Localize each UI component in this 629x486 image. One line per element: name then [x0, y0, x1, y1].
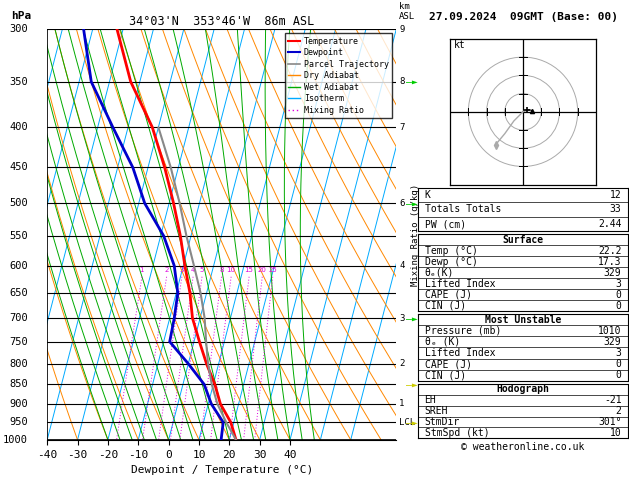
Text: –►: –► — [406, 380, 418, 389]
Text: © weatheronline.co.uk: © weatheronline.co.uk — [461, 442, 585, 452]
Text: 27.09.2024  09GMT (Base: 00): 27.09.2024 09GMT (Base: 00) — [428, 12, 618, 22]
Text: hPa: hPa — [11, 11, 31, 21]
Text: 0: 0 — [616, 359, 621, 369]
Text: 10: 10 — [610, 428, 621, 438]
Text: 450: 450 — [9, 162, 28, 173]
Text: 900: 900 — [9, 399, 28, 409]
Text: θₑ(K): θₑ(K) — [425, 268, 454, 278]
Text: 3: 3 — [616, 348, 621, 358]
Text: Hodograph: Hodograph — [496, 384, 550, 394]
Text: kt: kt — [454, 40, 465, 50]
Text: 2: 2 — [399, 359, 404, 368]
Text: 12: 12 — [610, 190, 621, 200]
Title: 34°03'N  353°46'W  86m ASL: 34°03'N 353°46'W 86m ASL — [129, 15, 314, 28]
Text: 20: 20 — [258, 267, 267, 273]
Text: Pressure (mb): Pressure (mb) — [425, 326, 501, 336]
Text: 3: 3 — [616, 278, 621, 289]
Text: 10: 10 — [226, 267, 236, 273]
Text: 1010: 1010 — [598, 326, 621, 336]
Text: 600: 600 — [9, 260, 28, 271]
Text: Lifted Index: Lifted Index — [425, 278, 495, 289]
Text: –►: –► — [406, 417, 418, 427]
Text: 650: 650 — [9, 288, 28, 298]
Text: 25: 25 — [269, 267, 277, 273]
Text: 9: 9 — [399, 25, 404, 34]
Text: -21: -21 — [604, 395, 621, 405]
Text: CIN (J): CIN (J) — [425, 370, 465, 381]
Text: 1000: 1000 — [3, 435, 28, 445]
Text: 6: 6 — [399, 199, 404, 208]
Text: 3: 3 — [180, 267, 184, 273]
Text: EH: EH — [425, 395, 437, 405]
Text: 550: 550 — [9, 231, 28, 241]
Text: CAPE (J): CAPE (J) — [425, 359, 472, 369]
Text: 0: 0 — [616, 370, 621, 381]
Text: CIN (J): CIN (J) — [425, 300, 465, 311]
Legend: Temperature, Dewpoint, Parcel Trajectory, Dry Adiabat, Wet Adiabat, Isotherm, Mi: Temperature, Dewpoint, Parcel Trajectory… — [284, 34, 392, 118]
Text: Surface: Surface — [503, 235, 543, 245]
Text: K: K — [425, 190, 430, 200]
Text: LCL: LCL — [399, 418, 415, 427]
Text: 15: 15 — [245, 267, 253, 273]
Text: –►: –► — [406, 77, 418, 87]
Text: 4: 4 — [399, 261, 404, 270]
Text: StmSpd (kt): StmSpd (kt) — [425, 428, 489, 438]
Text: –►: –► — [406, 198, 418, 208]
Text: 2: 2 — [616, 406, 621, 416]
Text: 0: 0 — [616, 300, 621, 311]
Text: 17.3: 17.3 — [598, 257, 621, 267]
Text: 1: 1 — [399, 399, 404, 408]
Text: Totals Totals: Totals Totals — [425, 205, 501, 214]
Text: 8: 8 — [399, 77, 404, 86]
Text: 3: 3 — [399, 313, 404, 323]
Text: Lifted Index: Lifted Index — [425, 348, 495, 358]
Text: 22.2: 22.2 — [598, 246, 621, 256]
Text: 4: 4 — [191, 267, 195, 273]
Text: Mixing Ratio (g/kg): Mixing Ratio (g/kg) — [411, 183, 420, 286]
Text: 301°: 301° — [598, 417, 621, 427]
Text: Temp (°C): Temp (°C) — [425, 246, 477, 256]
Text: Most Unstable: Most Unstable — [485, 314, 561, 325]
Text: 350: 350 — [9, 77, 28, 87]
Text: 850: 850 — [9, 380, 28, 389]
Text: 800: 800 — [9, 359, 28, 369]
Text: 500: 500 — [9, 198, 28, 208]
Text: PW (cm): PW (cm) — [425, 219, 465, 229]
Text: 0: 0 — [616, 290, 621, 299]
Text: km
ASL: km ASL — [399, 2, 415, 21]
X-axis label: Dewpoint / Temperature (°C): Dewpoint / Temperature (°C) — [131, 465, 313, 475]
Text: 2.44: 2.44 — [598, 219, 621, 229]
Text: 1: 1 — [140, 267, 144, 273]
Text: 7: 7 — [399, 123, 404, 132]
Text: 8: 8 — [220, 267, 224, 273]
Text: Dewp (°C): Dewp (°C) — [425, 257, 477, 267]
Text: –►: –► — [406, 313, 418, 323]
Text: 2: 2 — [164, 267, 169, 273]
Text: 950: 950 — [9, 417, 28, 427]
Text: θₑ (K): θₑ (K) — [425, 337, 460, 347]
Text: CAPE (J): CAPE (J) — [425, 290, 472, 299]
Text: 329: 329 — [604, 268, 621, 278]
Text: 400: 400 — [9, 122, 28, 132]
Text: 750: 750 — [9, 337, 28, 347]
Text: 300: 300 — [9, 24, 28, 34]
Text: 329: 329 — [604, 337, 621, 347]
Text: 700: 700 — [9, 313, 28, 323]
Text: 5: 5 — [200, 267, 204, 273]
Text: SREH: SREH — [425, 406, 448, 416]
Text: 33: 33 — [610, 205, 621, 214]
Text: StmDir: StmDir — [425, 417, 460, 427]
